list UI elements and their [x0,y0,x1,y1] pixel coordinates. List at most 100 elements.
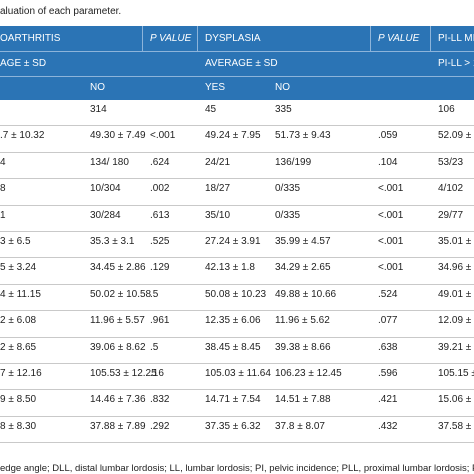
row-rule [0,125,474,127]
table-cell: .16 [150,368,164,379]
table-cell: 39.06 ± 8.62 [90,341,146,353]
table-cell: 29/77 [438,209,464,221]
table-cell: .059 [378,130,398,142]
table-cell: .421 [378,394,398,406]
table-cell: 12.09 ± [438,315,472,327]
table-cell: 50.08 ± 10.23 [205,288,267,300]
table-cell: 39.21 ± [438,341,472,353]
table-cell: 105.53 ± 12.25 [90,368,157,379]
table-cell: 5 ± 3.24 [0,262,37,274]
table-cell: .292 [150,420,170,432]
table-cell: 37.35 ± 6.32 [205,420,261,432]
header-cell: AVERAGE ± SD [205,58,278,69]
table-cell: 15.06 ± [438,394,472,406]
table-cell: 11.96 ± 5.62 [275,315,330,327]
table-cell: .832 [150,394,170,406]
table-cell: 14.71 ± 7.54 [205,394,261,406]
row-rule [0,283,474,285]
table-cell: 35.99 ± 4.57 [275,236,331,247]
table-cell: 49.88 ± 10.66 [275,288,337,300]
table-cell: 35.01 ± [438,236,472,247]
table-cell: 30/284 [90,209,121,221]
table-cell: .5 [150,341,159,353]
table-cell: 39.38 ± 8.66 [275,341,331,353]
header-cell: P VALUE [150,33,192,44]
table-cell: 1 [0,209,6,221]
header-divider [430,26,431,51]
row-rule [0,363,474,364]
row-rule [0,257,474,259]
table-cell: 49.01 ± [438,288,472,300]
table-cell: 37.8 ± 8.07 [275,420,325,432]
table-cell: 34.96 ± [438,262,472,274]
table-cell: 37.88 ± 7.89 [90,420,146,432]
table-cell: 335 [275,104,292,115]
table-cell: .596 [378,368,398,379]
table-cell: 7 ± 12.16 [0,368,42,379]
header-cell: PI-LL MI [438,33,474,44]
row-rule [0,231,474,232]
footnote: edge angle; DLL, distal lumbar lordosis;… [0,463,474,474]
table-cell: 37.58 ± [438,420,472,432]
header-cell: PI-LL > 1 [438,58,474,69]
table-cell: .7 ± 10.32 [0,130,45,142]
header-cell: DYSPLASIA [205,33,261,44]
table-cell: 11.96 ± 5.57 [90,315,145,327]
row-rule [0,178,474,180]
table-cell: 105.15 ± [438,368,474,379]
table-cell: 34.29 ± 2.65 [275,262,331,274]
header-cell: OARTHRITIS [0,33,61,44]
table-cell: 42.13 ± 1.8 [205,262,255,274]
table-cell: 34.45 ± 2.86 [90,262,146,274]
table-cell: 2 ± 8.65 [0,341,37,353]
table-cell: 2 ± 6.08 [0,315,37,327]
caption: aluation of each parameter. [0,6,122,17]
table-cell: <.001 [378,209,404,221]
table-cell: 0/335 [275,209,301,221]
header-cell: NO [90,82,105,93]
table-cell: 49.30 ± 7.49 [90,130,146,142]
row-rule [0,336,474,338]
table-cell: <.001 [150,130,176,142]
table-cell: .524 [378,288,398,300]
table-cell: 38.45 ± 8.45 [205,341,261,353]
table-cell: 45 [205,104,217,115]
table-cell: 106 [438,104,455,115]
table-cell: 134/ 180 [90,156,129,168]
table-cell: <.001 [378,262,404,274]
table-cell: 3 ± 6.5 [0,236,31,247]
table-cell: 4 ± 11.15 [0,288,41,300]
table-cell: 52.09 ± [438,130,472,142]
table-cell: 24/21 [205,156,231,168]
header-cell: AGE ± SD [0,58,47,69]
table-cell: .624 [150,156,170,168]
table-cell: <.001 [378,183,404,195]
row-rule [0,389,474,391]
row-rule [0,442,474,444]
header-divider [142,26,143,51]
table-cell: 105.03 ± 11.64 [205,368,271,379]
table-cell: 8 [0,183,6,195]
table-cell: 10/304 [90,183,121,195]
header-divider [197,26,198,51]
table-cell: .613 [150,209,170,221]
table-cell: .077 [378,315,398,327]
table-cell: 50.02 ± 10.58 [90,288,152,300]
table-cell: 53/23 [438,156,464,168]
table-cell: .525 [150,236,170,247]
table-cell: 0/335 [275,183,301,195]
table-cell: 51.73 ± 9.43 [275,130,331,142]
header-cell: NO [275,82,290,93]
table-cell: .961 [150,315,170,327]
row-rule [0,415,474,417]
table-cell: 12.35 ± 6.06 [205,315,261,327]
header-cell: P VALUE [378,33,420,44]
table-cell: 136/199 [275,156,312,168]
table-cell: 9 ± 8.50 [0,394,37,406]
table-cell: 14.51 ± 7.88 [275,394,331,406]
table-cell: 4/102 [438,183,464,195]
table-cell: .002 [150,183,170,195]
row-rule [0,310,474,312]
table-cell: 314 [90,104,107,115]
